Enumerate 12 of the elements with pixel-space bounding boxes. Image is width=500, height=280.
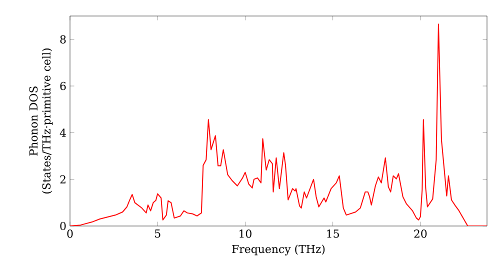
x-tick-label: 10	[240, 230, 252, 238]
x-tick-label: 5	[155, 230, 160, 238]
x-axis-title: Frequency (THz)	[232, 244, 325, 256]
x-tick-label: 20	[414, 230, 427, 238]
y-tick-label: 2	[60, 175, 66, 184]
x-tick-label: 15	[327, 230, 339, 238]
y-tick-label: 4	[60, 128, 66, 137]
x-tick-label: 0	[67, 230, 73, 238]
y-tick-label: 0	[60, 222, 66, 230]
y-tick-label: 8	[60, 35, 66, 44]
y-tick-label: 6	[60, 82, 66, 90]
y-axis-title: Phonon DOS (States/THz·primitive cell)	[29, 48, 53, 194]
